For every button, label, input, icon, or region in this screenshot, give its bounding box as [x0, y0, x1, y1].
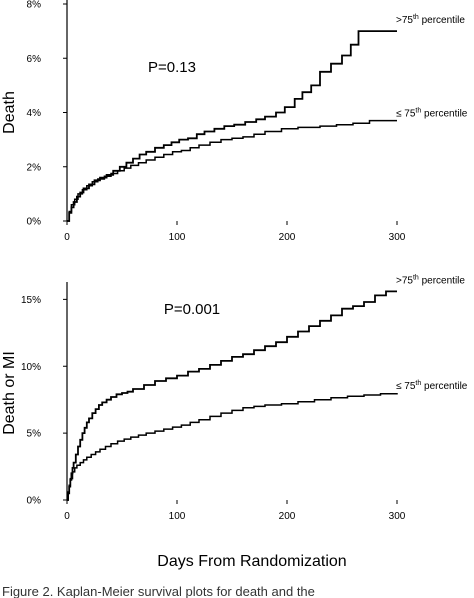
- x-tick-label: 300: [389, 511, 406, 522]
- y-tick-label: 8%: [27, 0, 42, 11]
- x-tick-label: 300: [389, 232, 406, 243]
- y-tick-label: 2%: [27, 162, 42, 173]
- series-label-0: >75th percentile: [396, 14, 465, 26]
- y-axis-title: Death: [1, 91, 18, 134]
- x-tick-label: 200: [279, 511, 296, 522]
- series-label-0: >75th percentile: [396, 274, 465, 286]
- x-tick-label: 200: [279, 232, 296, 243]
- figure-caption: Figure 2. Kaplan-Meier survival plots fo…: [2, 584, 315, 598]
- series-label-1: ≤ 75th percentile: [396, 108, 468, 120]
- y-tick-label: 10%: [21, 362, 41, 373]
- series-label-1: ≤ 75th percentile: [396, 380, 468, 392]
- series-line-1: [67, 119, 397, 222]
- p-value-annotation: P=0.001: [164, 301, 220, 318]
- x-tick-label: 0: [64, 232, 70, 243]
- p-value-annotation: P=0.13: [148, 59, 196, 76]
- y-tick-label: 4%: [27, 108, 42, 119]
- y-tick-label: 15%: [21, 295, 41, 306]
- y-tick-label: 0%: [27, 217, 42, 228]
- y-tick-label: 6%: [27, 54, 42, 65]
- death-or-mi-panel: 0% 5% 10% 15% 0 100 200 300 Death or MI P=0.001 >7…: [1, 274, 468, 522]
- x-tick-label: 0: [64, 511, 70, 522]
- x-tick-label: 100: [169, 232, 186, 243]
- y-tick-label: 5%: [27, 429, 42, 440]
- death-panel: 0% 2% 4% 6% 8% 0 100 200 300 Death P=0.13 >75th per…: [1, 0, 468, 243]
- y-axis-title: Death or MI: [1, 351, 18, 435]
- series-line-1: [67, 392, 398, 501]
- y-tick-label: 0%: [27, 496, 42, 507]
- x-axis-title: Days From Randomization: [157, 553, 346, 570]
- series-line-0: [67, 290, 397, 501]
- series-line-0: [67, 30, 397, 222]
- x-tick-label: 100: [169, 511, 186, 522]
